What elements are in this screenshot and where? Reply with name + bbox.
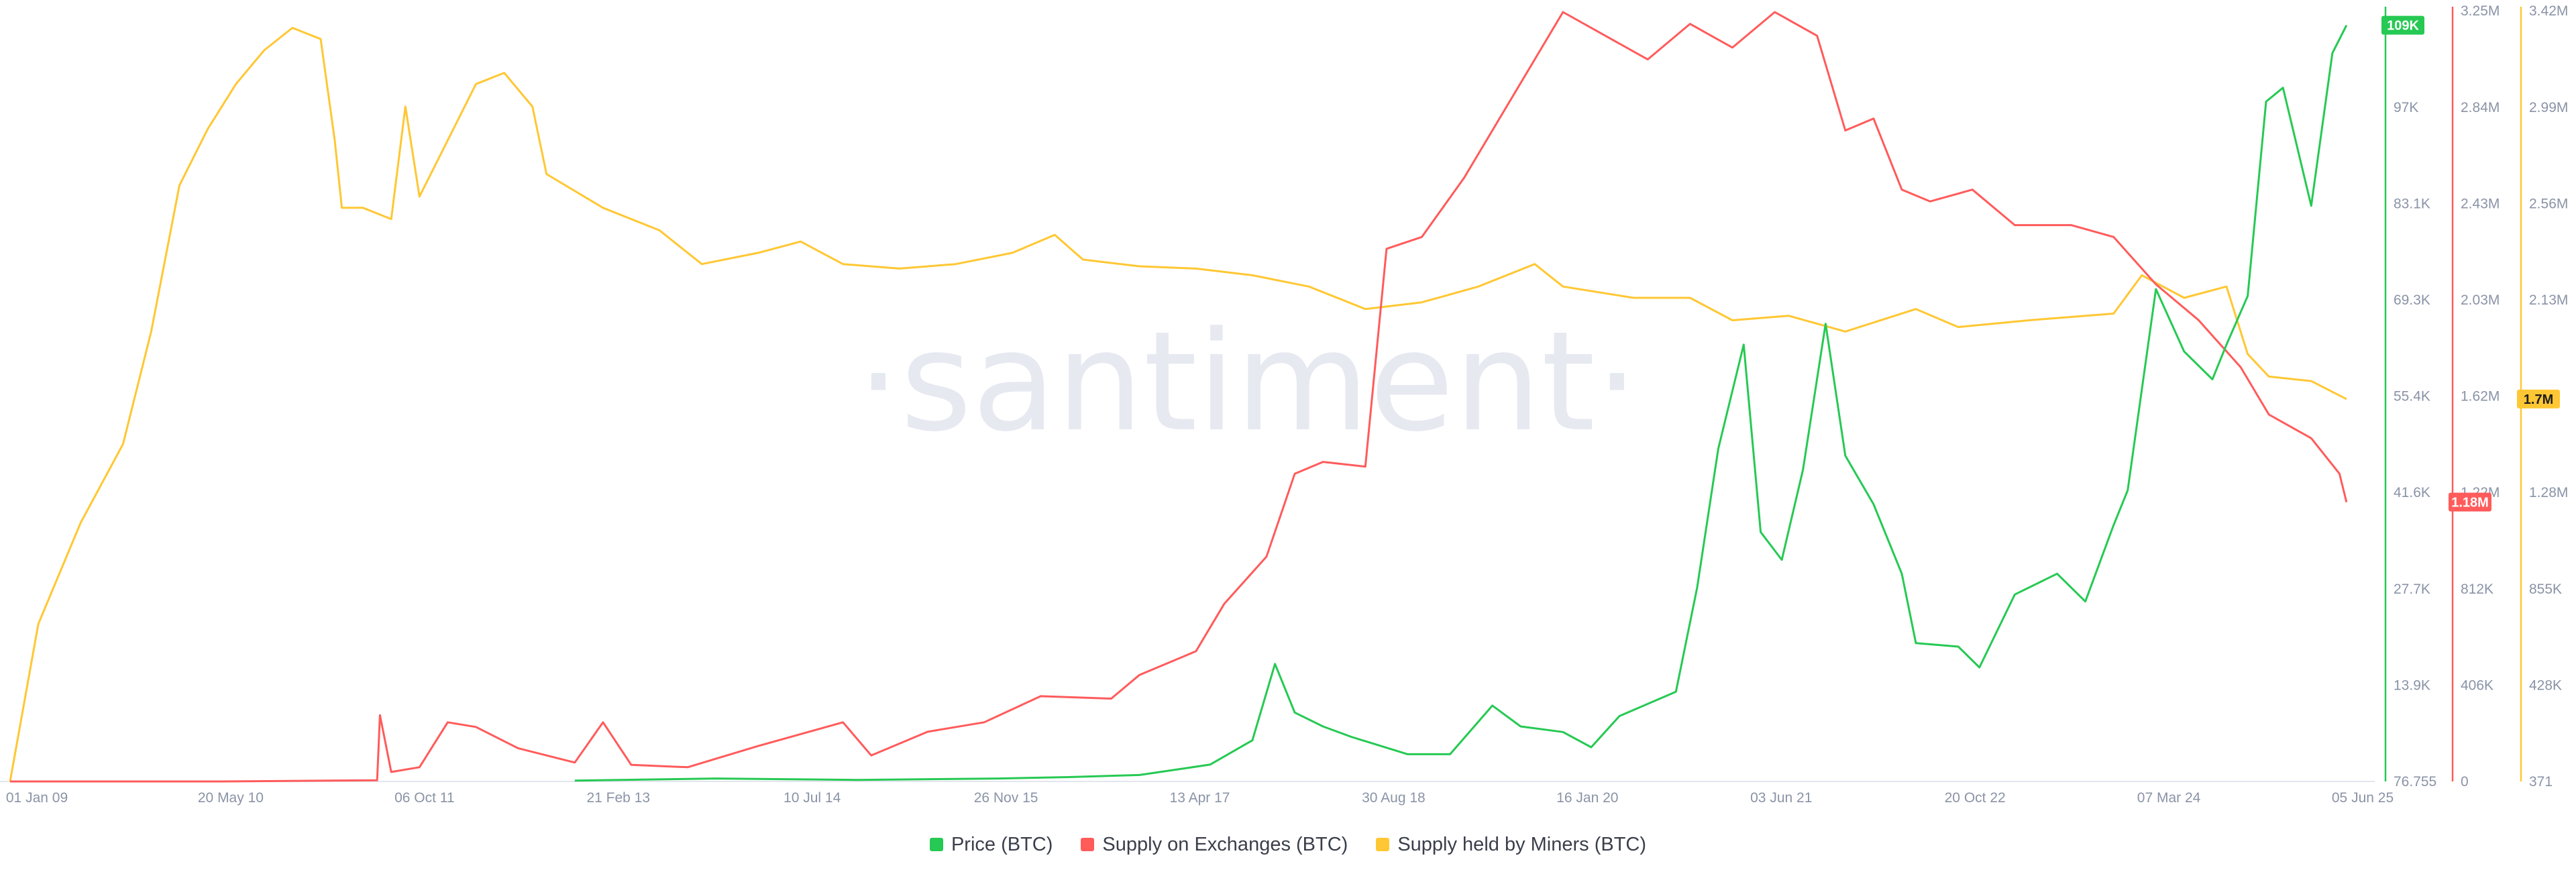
legend-item[interactable]: Supply held by Miners (BTC) [1376,834,1646,856]
exchanges-tick-label: 3.25M [2461,3,2500,19]
chart-canvas: ·santiment· 01 Jan 09 20 May 10 06 Oct 11 2… [0,3,2568,806]
exchanges-tick-label: 2.43M [2461,196,2500,211]
x-tick-label: 20 Oct 22 [1945,790,2006,806]
legend-label: Supply on Exchanges (BTC) [1102,833,1348,855]
legend-swatch [1081,838,1095,851]
legend-item[interactable]: Price (BTC) [929,833,1053,856]
miners-tick-label: 3.42M [2529,3,2568,19]
miners-tick-label: 371 [2529,774,2553,789]
legend-swatch [1376,838,1390,851]
x-tick-label: 06 Oct 11 [394,790,455,806]
x-tick-label: 13 Apr 17 [1170,790,1230,806]
x-tick-label: 03 Jun 21 [1750,790,1812,806]
price-tick-label: 97K [2394,100,2418,115]
x-tick-label: 16 Jan 20 [1556,790,1618,806]
exchanges-tick-label: 812K [2461,582,2493,597]
x-tick-label: 05 Jun 25 [2332,790,2394,806]
price-tick-label: 55.4K [2394,389,2430,404]
x-tick-label: 01 Jan 09 [6,790,68,806]
exchanges-current-badge [2449,492,2491,512]
exchanges-series-line [10,11,2348,783]
legend: Price (BTC) Supply on Exchanges (BTC) Supp… [0,828,2576,861]
price-tick-label: 13.9K [2394,677,2430,693]
miners-current-badge [2517,389,2560,408]
exchanges-tick-label: 2.84M [2461,100,2500,115]
miners-tick-label: 2.56M [2529,196,2568,211]
legend-label: Supply held by Miners (BTC) [1397,833,1647,855]
x-tick-label: 20 May 10 [198,790,264,806]
miners-current-value: 1.7M [2524,392,2553,407]
x-tick-label: 21 Feb 13 [586,790,650,806]
exchanges-tick-label: 0 [2461,774,2469,789]
miners-tick-label: 428K [2529,677,2562,693]
price-tick-label: 41.6K [2394,485,2430,500]
watermark: ·santiment· [857,303,1639,462]
legend-label: Price (BTC) [951,833,1053,855]
exchanges-tick-label: 1.62M [2461,389,2500,404]
x-tick-label: 10 Jul 14 [784,790,841,806]
exchanges-tick-label: 2.03M [2461,292,2500,308]
legend-item[interactable]: Supply on Exchanges (BTC) [1081,834,1348,856]
price-series-line [574,25,2348,782]
exchanges-tick-label: 406K [2461,677,2493,693]
price-tick-label: 27.7K [2394,582,2430,597]
legend-swatch [929,838,943,851]
series-layer [9,11,2348,783]
miners-tick-label: 2.13M [2529,292,2568,308]
price-tick-label: 69.3K [2394,292,2430,308]
x-tick-label: 26 Nov 15 [974,790,1038,806]
x-tick-label: 07 Mar 24 [2137,790,2201,806]
price-current-value: 109K [2387,19,2419,34]
price-current-badge [2381,15,2424,35]
price-tick-label: 76.755 [2394,774,2436,789]
miners-tick-label: 1.28M [2529,485,2568,500]
x-tick-label: 30 Aug 18 [1362,790,1426,806]
miners-series-line [9,27,2347,782]
miners-tick-label: 855K [2529,582,2562,597]
exchanges-current-value: 1.18M [2451,496,2489,510]
miners-tick-label: 2.99M [2529,100,2568,115]
labels-layer: 109K 1.18M 1.7M [2381,15,2560,512]
price-tick-label: 83.1K [2394,196,2430,211]
